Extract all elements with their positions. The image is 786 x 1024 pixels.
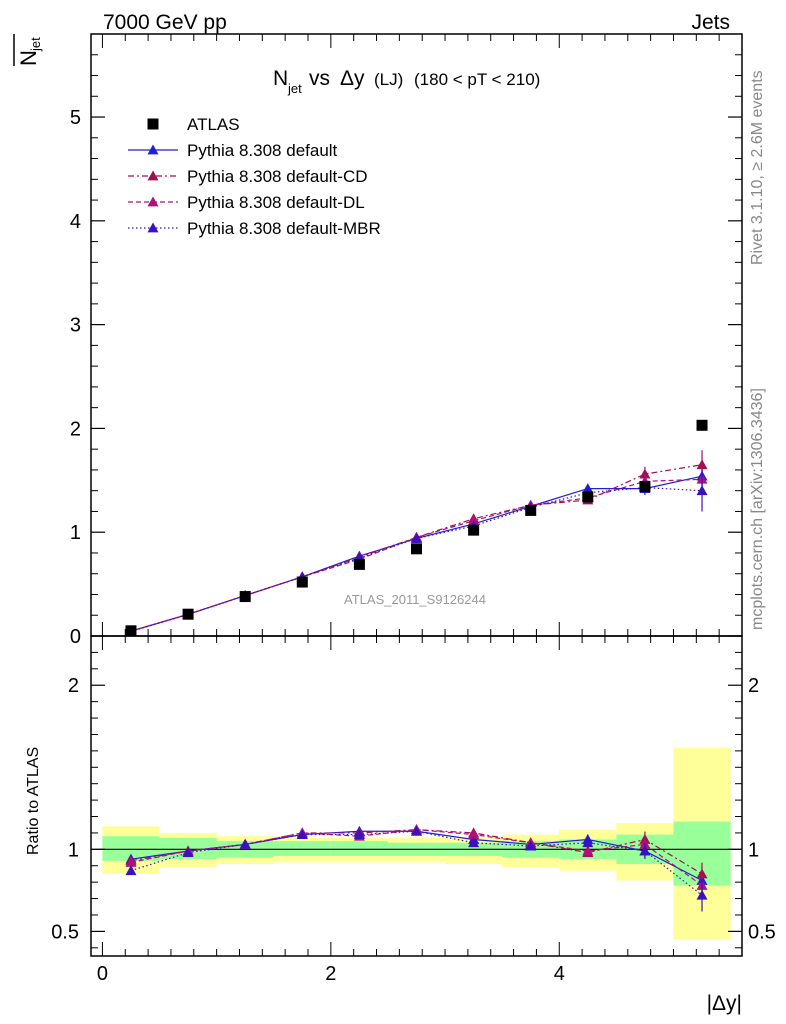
legend: ATLAS Pythia 8.308 default Pythia 8.308 de… bbox=[128, 115, 381, 238]
data-point bbox=[582, 491, 594, 503]
data-point bbox=[696, 419, 708, 431]
side-text-bottom-group: mcplots.cern.ch [arXiv:1306.3436] bbox=[749, 388, 766, 630]
ratio-point-mbr bbox=[182, 847, 194, 858]
side-text-top-group: Rivet 3.1.10, ≥ 2.6M events bbox=[749, 70, 766, 265]
data-point bbox=[639, 481, 651, 493]
plot-title: N jet vs Δy (LJ) (180 < pT < 210) bbox=[273, 67, 540, 96]
ratio-point-mbr bbox=[639, 845, 651, 856]
ratio-point-mbr bbox=[296, 829, 308, 839]
ratio-point-mbr bbox=[125, 865, 137, 876]
data-point bbox=[525, 504, 537, 516]
upper-y-tick-label: 1 bbox=[70, 522, 81, 544]
series-point-cd bbox=[639, 468, 651, 479]
series-line-dl bbox=[130, 478, 703, 632]
upper-y-label-sub: jet bbox=[28, 37, 43, 52]
band-inner bbox=[330, 841, 388, 856]
upper-panel: 0 1 2 3 4 5 bbox=[70, 33, 743, 648]
title-range: (180 < pT < 210) bbox=[414, 70, 540, 89]
legend-label: Pythia 8.308 default-CD bbox=[187, 167, 368, 186]
upper-y-tick-label: 3 bbox=[70, 315, 81, 337]
ratio-point-mbr bbox=[468, 837, 480, 848]
ratio-y-tick-label-left: 2 bbox=[68, 675, 79, 697]
series-point-dl bbox=[468, 515, 480, 526]
title-small: (LJ) bbox=[374, 70, 403, 89]
data-point bbox=[182, 608, 194, 620]
legend-marker-dl bbox=[147, 196, 159, 207]
data-point bbox=[296, 576, 308, 588]
side-text-top: Rivet 3.1.10, ≥ 2.6M events bbox=[749, 70, 766, 265]
ratio-point-mbr bbox=[411, 825, 422, 836]
data-points bbox=[125, 419, 708, 637]
uncertainty-bands bbox=[102, 747, 731, 940]
legend-label: ATLAS bbox=[187, 115, 240, 134]
title-delta: Δy bbox=[340, 67, 365, 90]
upper-y-label: N jet bbox=[16, 37, 43, 66]
header-right: Jets bbox=[691, 11, 730, 34]
upper-y-tick-label: 5 bbox=[70, 107, 81, 129]
upper-y-tick-label: 2 bbox=[70, 418, 81, 440]
series-point-mbr bbox=[696, 485, 708, 496]
legend-marker-mbr bbox=[147, 222, 159, 233]
ratio-point-mbr bbox=[239, 838, 251, 849]
analysis-watermark: ATLAS_2011_S9126244 bbox=[344, 592, 486, 607]
series-point-mbr bbox=[411, 532, 422, 543]
ratio-y-tick-label-right: 2 bbox=[748, 675, 759, 697]
title-mid: vs bbox=[309, 67, 330, 90]
ratio-y-ticks: 0.5 0.5 1 1 2 2 bbox=[51, 651, 776, 949]
ratio-point-dl bbox=[468, 829, 480, 839]
ratio-y-tick-label-right: 1 bbox=[748, 839, 759, 861]
legend-label: Pythia 8.308 default-DL bbox=[187, 193, 365, 212]
ratio-point-mbr bbox=[353, 829, 365, 839]
legend-marker-data bbox=[147, 118, 159, 130]
ratio-frame bbox=[90, 635, 743, 957]
ratio-y-label: Ratio to ATLAS bbox=[25, 747, 42, 855]
side-text-bottom: mcplots.cern.ch [arXiv:1306.3436] bbox=[749, 388, 766, 630]
ratio-y-tick-label-left: 0.5 bbox=[51, 921, 79, 943]
header-left: 7000 GeV pp bbox=[103, 11, 227, 34]
ratio-point-dl bbox=[582, 845, 594, 856]
ratio-y-tick-label-left: 1 bbox=[68, 839, 79, 861]
upper-y-label-main: N bbox=[16, 50, 41, 66]
ratio-series-mbr bbox=[125, 825, 708, 912]
title-sub: jet bbox=[287, 81, 302, 96]
x-tick-label: 0 bbox=[97, 963, 108, 985]
data-point bbox=[468, 524, 480, 536]
upper-y-tick-label: 4 bbox=[70, 211, 81, 233]
ratio-y-tick-label-right: 0.5 bbox=[748, 921, 776, 943]
data-point bbox=[353, 558, 365, 570]
series-cd bbox=[125, 450, 708, 636]
x-axis-label: |Δy| bbox=[707, 992, 742, 1015]
series-line-mbr bbox=[130, 486, 703, 633]
legend-marker-default bbox=[147, 144, 159, 155]
x-tick-label: 2 bbox=[325, 963, 336, 985]
data-point bbox=[411, 543, 422, 555]
upper-y-tick-label: 0 bbox=[70, 626, 81, 648]
title-prefix: N bbox=[273, 67, 288, 90]
legend-marker-cd bbox=[147, 170, 159, 181]
x-tick-label: 4 bbox=[554, 963, 565, 985]
x-ticks: 0 2 4 bbox=[97, 34, 720, 985]
band-inner bbox=[273, 841, 331, 856]
ratio-y-label-group: Ratio to ATLAS bbox=[25, 747, 42, 855]
ratio-point-mbr bbox=[696, 889, 708, 900]
legend-label: Pythia 8.308 default-MBR bbox=[187, 219, 381, 238]
upper-y-ticks: 0 1 2 3 4 5 bbox=[70, 54, 742, 648]
data-point bbox=[239, 591, 251, 603]
ratio-panel: 0.5 0.5 1 1 2 2 0 2 4 bbox=[51, 34, 776, 985]
ratio-point-dl bbox=[125, 856, 137, 867]
legend-label: Pythia 8.308 default bbox=[187, 141, 338, 160]
ratio-point-mbr bbox=[582, 837, 594, 848]
ratio-point-mbr bbox=[525, 840, 537, 851]
data-point bbox=[125, 625, 137, 637]
series-point-cd bbox=[696, 459, 708, 470]
ratio-point-cd bbox=[696, 868, 708, 879]
